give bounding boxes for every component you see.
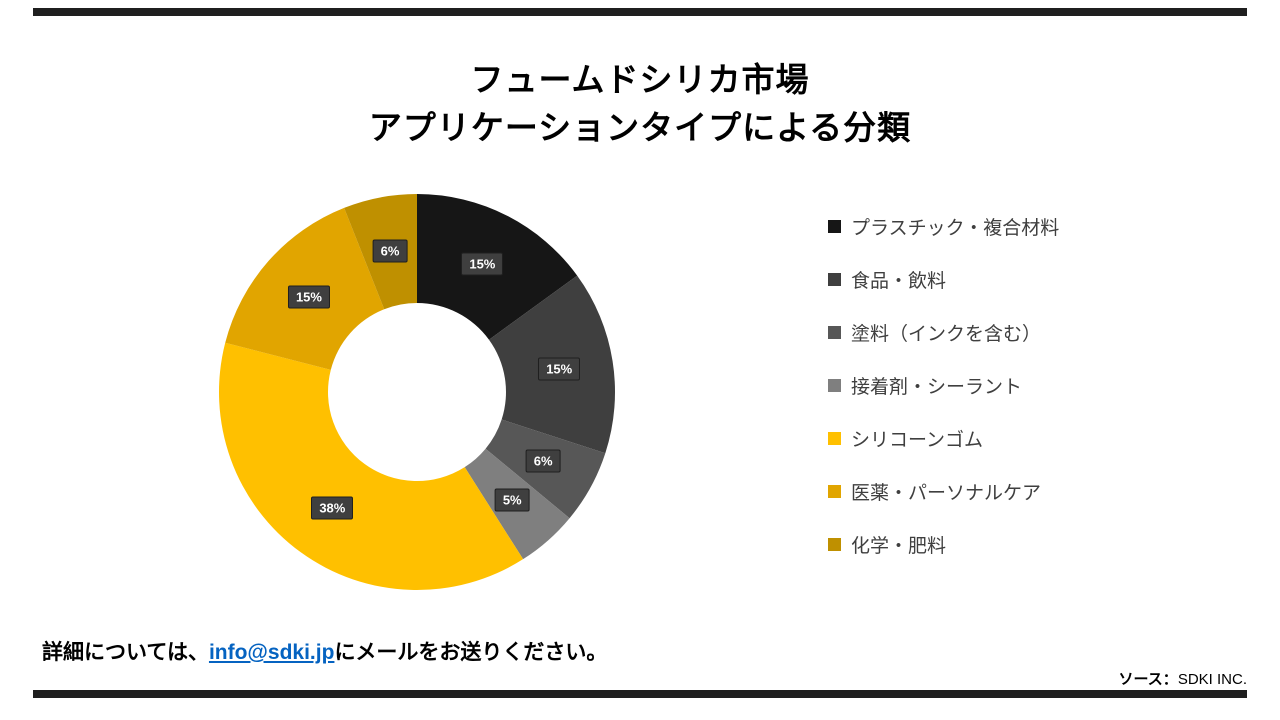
data-label: 15% [287, 285, 330, 309]
legend-label: シリコーンゴム [851, 429, 984, 451]
data-label: 6% [372, 239, 408, 263]
data-label: 15% [538, 357, 581, 381]
source-value: SDKI INC. [1177, 671, 1247, 688]
legend-item: 塗料（インクを含む） [828, 320, 1059, 345]
donut-segment [218, 342, 524, 591]
legend-label: 医薬・パーソナルケア [851, 482, 1042, 504]
chart-title-line2: アプリケーションタイプによる分類 [368, 108, 912, 146]
legend-item: 接着剤・シーラント [828, 373, 1059, 398]
contact-line: 詳細については、info@sdki.jpにメールをお送りください。 [42, 636, 607, 666]
legend-swatch-icon [828, 378, 841, 392]
donut-chart: 15% 15% 6% 5% 38% 15% 6% [217, 192, 617, 592]
data-label: 15% [461, 252, 504, 276]
legend-label: 食品・飲料 [851, 270, 947, 292]
legend-swatch-icon [828, 272, 841, 286]
data-label: 6% [525, 449, 561, 473]
legend-item: プラスチック・複合材料 [828, 214, 1060, 239]
legend-item: 食品・飲料 [828, 267, 1059, 292]
legend-label: 接着剤・シーラント [851, 376, 1023, 398]
legend-swatch-icon [828, 325, 841, 339]
chart-title-line1: フュームドシリカ市場 [470, 61, 810, 98]
legend-swatch-icon [828, 431, 841, 445]
donut-chart-svg [218, 194, 616, 591]
data-label: 38% [311, 496, 354, 520]
legend-label: 塗料（インクを含む） [851, 323, 1042, 345]
contact-post-text: にメールをお送りください。 [334, 641, 608, 664]
email-link[interactable]: info@sdki.jp [208, 641, 335, 664]
legend-label: 化学・肥料 [851, 535, 947, 557]
bottom-border-bar [33, 690, 1247, 698]
legend-item: 化学・肥料 [828, 532, 1059, 557]
data-label: 5% [494, 488, 530, 512]
chart-title: フュームドシリカ市場 アプリケーションタイプによる分類 [0, 56, 1280, 152]
legend-item: シリコーンゴム [828, 426, 1059, 451]
source-line: ソース：SDKI INC. [1119, 668, 1247, 689]
legend-swatch-icon [828, 219, 841, 233]
source-label: ソース： [1118, 671, 1178, 688]
legend-label: プラスチック・複合材料 [851, 217, 1060, 239]
chart-legend: プラスチック・複合材料 食品・飲料 塗料（インクを含む） 接着剤・シーラント シ… [828, 214, 1059, 585]
contact-pre-text: 詳細については、 [42, 641, 209, 664]
legend-swatch-icon [828, 537, 841, 551]
top-border-bar [33, 8, 1247, 16]
legend-swatch-icon [828, 484, 841, 498]
legend-item: 医薬・パーソナルケア [828, 479, 1059, 504]
